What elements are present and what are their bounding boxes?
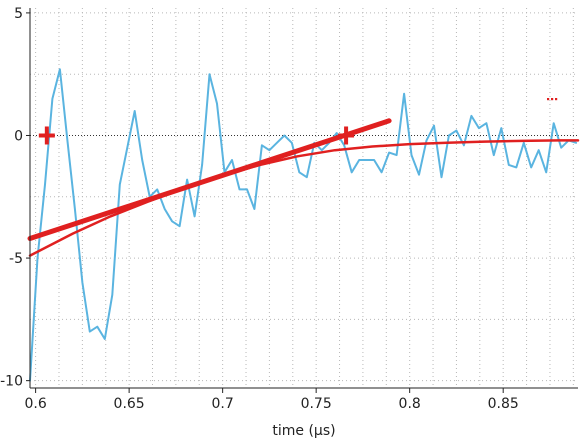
x-tick-label: 0.6 — [24, 396, 46, 412]
y-tick-label: -10 — [0, 374, 23, 390]
x-tick-label: 0.75 — [301, 396, 332, 412]
plus-marker — [338, 126, 355, 145]
legend-dots-icon — [547, 98, 558, 101]
signal-series — [29, 68, 578, 382]
legend — [547, 98, 558, 101]
series-group — [27, 68, 580, 382]
x-tick-label: 0.8 — [399, 396, 421, 412]
axes — [26, 8, 578, 393]
y-tick-label: 5 — [14, 6, 23, 22]
x-tick-label: 0.85 — [488, 396, 519, 412]
x-tick-label: 0.7 — [212, 396, 234, 412]
y-tick-label: -5 — [9, 251, 23, 267]
x-tick-label: 0.65 — [114, 396, 145, 412]
plus-marker — [38, 126, 55, 145]
marker-group — [38, 126, 355, 145]
grid — [30, 8, 578, 388]
tick-labels: 0.6 0.65 0.7 0.75 0.8 0.85 5 0 -5 -10 — [0, 6, 519, 412]
tangent-line-series — [27, 118, 392, 241]
x-axis-label: time (µs) — [272, 423, 335, 438]
fit-curve-series — [28, 139, 580, 257]
y-tick-label: 0 — [14, 128, 23, 144]
